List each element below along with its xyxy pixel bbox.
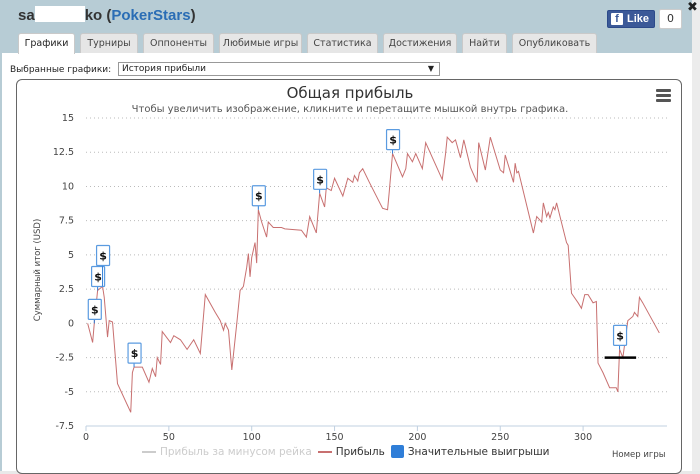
significant-win-flag — [251, 185, 266, 207]
chart-subtitle: Чтобы увеличить изображение, кликните и … — [131, 104, 569, 115]
y-tick-label: 15 — [62, 113, 74, 124]
legend-item-big-wins[interactable]: Значительные выигрыши — [390, 445, 550, 458]
legend-swatch — [142, 450, 156, 453]
profit-line — [87, 135, 660, 413]
y-tick-label: -7.5 — [55, 421, 74, 432]
y-tick-label: 7.5 — [59, 216, 74, 227]
flag-label: $ — [94, 270, 102, 283]
flag-label: $ — [99, 249, 107, 262]
facebook-like-button[interactable]: f Like — [607, 10, 655, 28]
y-tick-label: 0 — [68, 318, 74, 329]
window-title: sa ko (PokerStars) — [18, 6, 196, 24]
selected-value: История прибыли — [122, 64, 206, 74]
significant-win-flag — [90, 265, 106, 288]
chart-menu-icon[interactable] — [656, 89, 671, 102]
flag-label: $ — [91, 303, 99, 316]
x-tick-label: 50 — [163, 432, 175, 443]
legend-swatch — [317, 450, 332, 453]
y-tick-label: -2.5 — [55, 353, 74, 364]
tab-opponents[interactable]: Оппоненты — [143, 33, 214, 53]
x-tick-label: 100 — [243, 432, 261, 443]
significant-win-flag — [87, 298, 102, 320]
flag-label: $ — [131, 347, 139, 360]
dropdown-arrow-icon: ▼ — [427, 64, 434, 73]
tab-favorite-games[interactable]: Любимые игры — [219, 33, 302, 53]
y-tick-label: 5 — [68, 250, 74, 261]
x-tick-label: 150 — [325, 432, 343, 443]
y-tick-label: 2.5 — [59, 284, 74, 295]
tab-statistics[interactable]: Статистика — [307, 33, 378, 53]
title-prefix: sa — [18, 7, 35, 24]
legend-item-profit[interactable]: Прибыль — [317, 445, 385, 458]
scrollbar[interactable] — [692, 0, 700, 471]
legend-label: Прибыль — [335, 445, 385, 458]
close-icon[interactable]: ✖ — [687, 0, 698, 15]
significant-win-flag — [313, 168, 328, 190]
y-tick-label: 10 — [62, 181, 74, 192]
like-label: Like — [627, 13, 650, 25]
legend-item-net-profit[interactable]: Прибыль за минусом рейка — [142, 446, 312, 458]
tab-publish[interactable]: Опубликовать — [512, 33, 597, 53]
x-tick-label: 300 — [574, 432, 592, 443]
tab-tournaments[interactable]: Турниры — [80, 33, 138, 53]
title-suffix: ko ( — [84, 7, 112, 24]
chart-selector-label: Выбранные графики: — [10, 65, 112, 75]
significant-win-flag — [385, 128, 401, 151]
significant-win-flag — [127, 342, 142, 364]
flag-label: $ — [255, 190, 263, 203]
chart-legend: Прибыль за минусом рейка Прибыль Значите… — [142, 445, 550, 458]
tab-achievements[interactable]: Достижения — [383, 33, 457, 53]
chart-title: Общая прибыль — [286, 84, 414, 102]
y-tick-label: -5 — [65, 387, 74, 398]
site-link[interactable]: PokerStars — [111, 7, 191, 24]
tab-find[interactable]: Найти — [462, 33, 507, 53]
legend-label: Значительные выигрыши — [407, 445, 550, 458]
title-end: ) — [190, 7, 196, 24]
legend-swatch — [390, 445, 404, 458]
tab-charts[interactable]: Графики — [18, 33, 75, 54]
x-axis-label: Номер игры — [612, 450, 666, 460]
redaction-block — [34, 6, 85, 22]
x-tick-label: 0 — [83, 432, 89, 443]
like-count: 0 — [659, 9, 682, 29]
chart-selector-dropdown[interactable]: История прибыли ▼ — [118, 62, 440, 76]
flag-label: $ — [316, 173, 324, 186]
significant-win-flag — [612, 324, 628, 346]
flag-label: $ — [616, 329, 624, 342]
x-tick-label: 250 — [491, 432, 509, 443]
legend-label: Прибыль за минусом рейка — [160, 445, 312, 458]
facebook-icon: f — [611, 13, 623, 25]
flag-label: $ — [389, 134, 397, 147]
significant-win-flag — [95, 244, 111, 267]
y-tick-label: 12.5 — [53, 147, 74, 158]
chart-frame[interactable] — [16, 79, 682, 474]
x-tick-label: 200 — [408, 432, 426, 443]
